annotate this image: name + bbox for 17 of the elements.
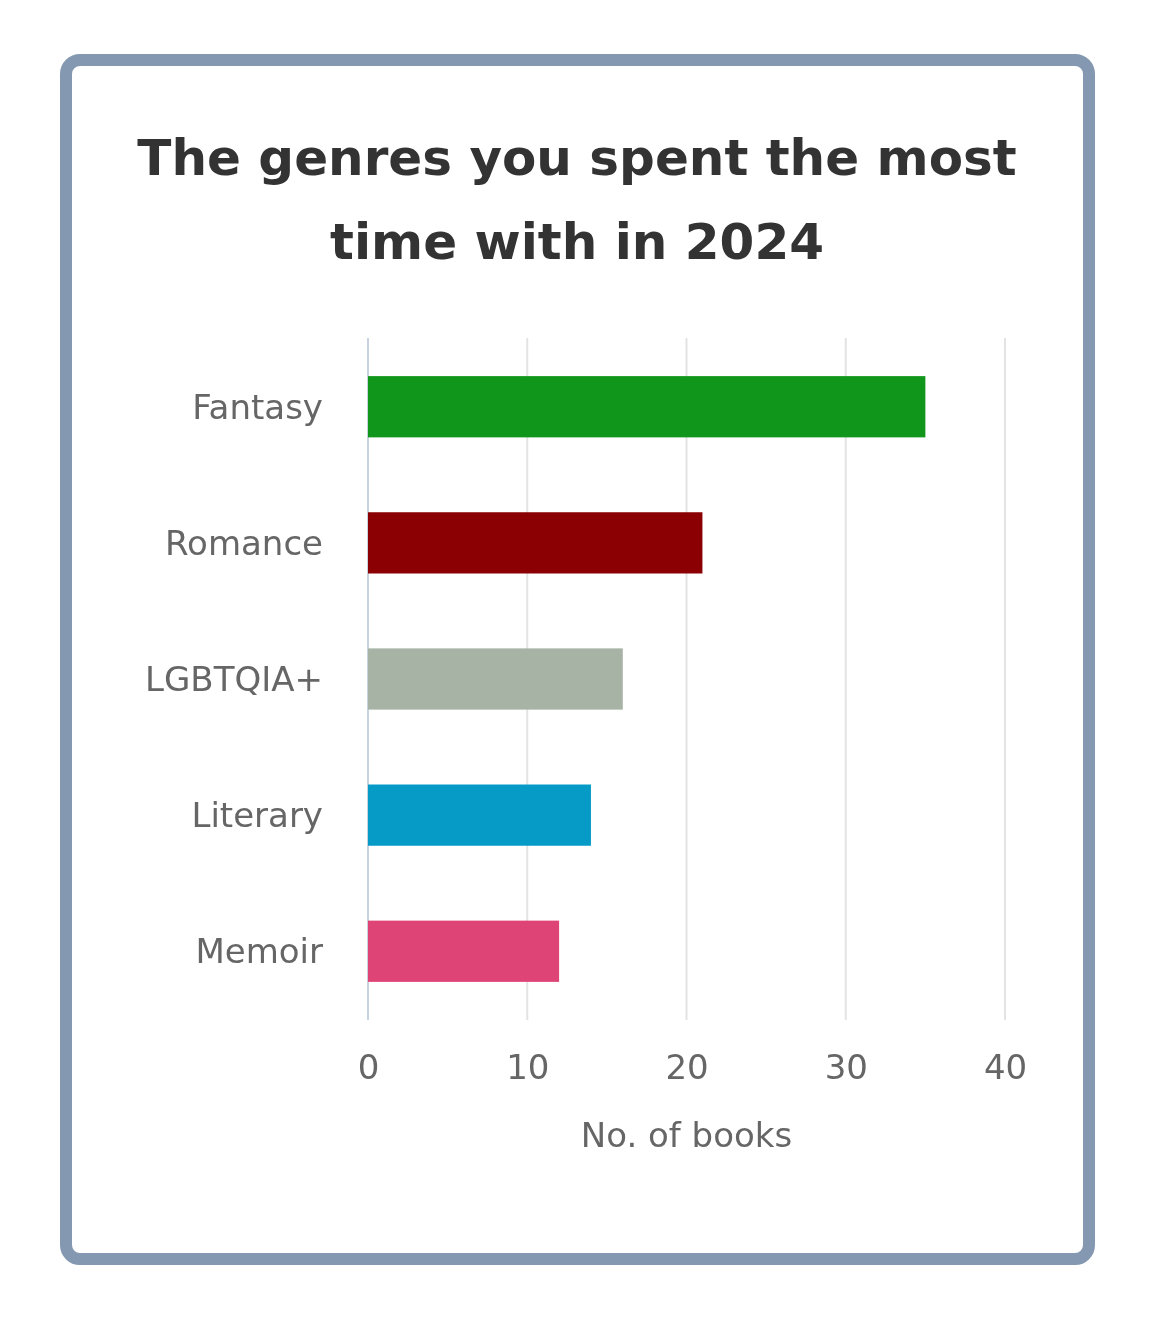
y-tick-label: Memoir <box>195 931 324 972</box>
y-tick-label: Romance <box>164 522 323 563</box>
x-tick-label: 0 <box>357 1047 380 1088</box>
bar <box>368 376 926 438</box>
x-tick-label: 20 <box>665 1047 709 1088</box>
x-tick-label: 40 <box>983 1047 1028 1088</box>
y-tick-label: LGBTQIA+ <box>145 658 323 699</box>
y-tick-label: Literary <box>191 795 323 836</box>
bar <box>368 920 560 982</box>
chart-title: The genres you spent the most time with in 2024 <box>137 129 1017 271</box>
bar <box>368 784 591 846</box>
x-tick-label: 10 <box>506 1047 550 1088</box>
y-tick-label: Fantasy <box>192 386 323 427</box>
bar <box>368 648 623 710</box>
bar <box>368 512 703 574</box>
x-tick-label: 30 <box>824 1047 868 1088</box>
x-axis-title: No. of books <box>580 1115 793 1155</box>
